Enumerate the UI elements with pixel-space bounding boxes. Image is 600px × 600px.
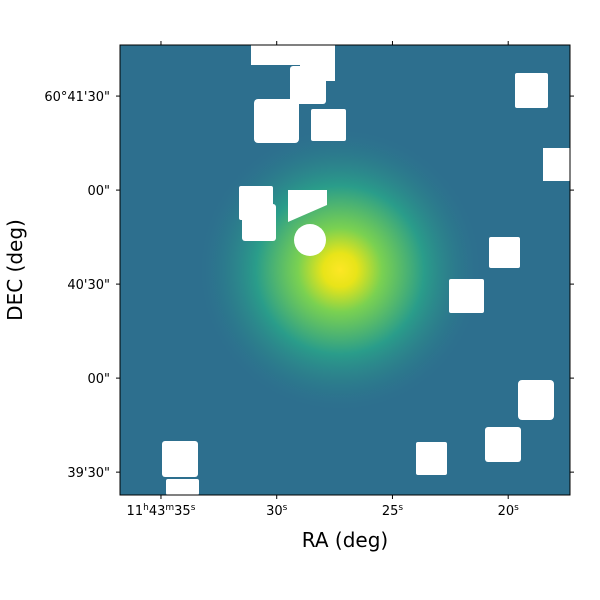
x-tick-label: 11h43m35s [127, 503, 196, 519]
x-tick-label: 20s [498, 503, 520, 519]
y-tick-label: 00" [87, 372, 110, 387]
y-tick-label: 00" [87, 184, 110, 199]
y-tick-label: 60°41'30" [44, 90, 110, 105]
x-tick-label: 25s [382, 503, 404, 519]
y-tick-label: 40'30" [67, 278, 110, 293]
image [119, 44, 571, 496]
x-tick-label: 30s [266, 503, 288, 519]
x-axis-label: RA (deg) [302, 528, 388, 552]
y-axis-label: DEC (deg) [3, 219, 27, 321]
y-tick-label: 39'30" [67, 466, 110, 481]
